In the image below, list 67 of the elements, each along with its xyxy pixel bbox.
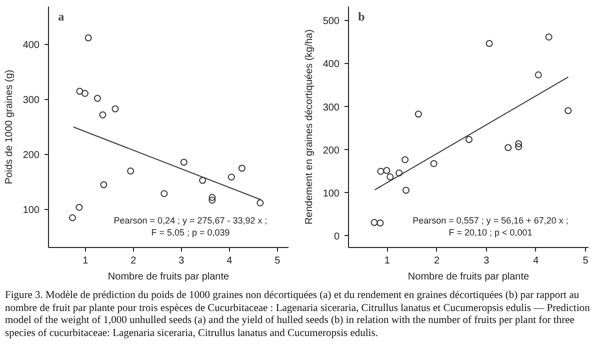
point [208, 196, 216, 204]
point [515, 140, 522, 148]
annotation: F = 20,10 ; p < 0,001 [448, 228, 532, 238]
point [199, 176, 206, 184]
x-tick-label: 3 [178, 256, 185, 266]
point [76, 204, 83, 211]
point [94, 94, 101, 102]
point [76, 88, 84, 95]
x-tick-label: 3 [484, 256, 490, 266]
point [414, 110, 422, 118]
point [430, 160, 438, 168]
annotation: F = 5,05 ; p = 0,039 [151, 228, 230, 238]
y-tick-label: 300 [22, 94, 40, 106]
point [208, 194, 216, 201]
y-axis-title: Poids de 1000 graines (g) [4, 70, 15, 184]
point [112, 105, 119, 112]
y-axis-title: Rendement en graines décortiquées (kg/ha) [304, 29, 315, 225]
point [396, 170, 403, 177]
chart-title: b [358, 9, 366, 24]
annotation: Pearson = 0,24 ; y = 275,67 - 33,92 x ; [114, 216, 268, 226]
point [465, 136, 472, 143]
y-tick-label: 500 [322, 16, 340, 28]
point [534, 71, 542, 78]
point [100, 181, 108, 188]
point [238, 164, 246, 172]
x-tick-label: 4 [226, 256, 233, 266]
point [370, 219, 378, 226]
y-tick-label: 100 [322, 188, 340, 200]
y-tick-label: 300 [322, 102, 340, 114]
point [127, 168, 134, 175]
point [402, 156, 409, 164]
point [81, 90, 88, 97]
x-tick-label: 2 [130, 256, 137, 266]
y-tick-label: 100 [22, 205, 40, 216]
point [84, 34, 92, 42]
y-tick-label: 0 [334, 231, 340, 242]
x-tick-label: 4 [533, 256, 540, 266]
x-tick-label: 5 [274, 256, 281, 266]
point [564, 107, 572, 114]
point [383, 166, 390, 174]
x-axis-title: Nombre de fruits par plante [408, 272, 530, 282]
x-tick-label: 5 [582, 256, 589, 266]
x-tick-label: 1 [384, 256, 390, 266]
annotation: Pearson = 0,557 ; y = 56,16 + 67,20 x ; [412, 216, 568, 226]
y-tick-label: 400 [322, 59, 340, 70]
point [515, 143, 522, 150]
point [228, 174, 235, 181]
point [486, 40, 493, 48]
caption: Figure 3. Modèle de prédiction du poids de 1000 graines non décortiquées (a) et du rendement en graines décortiquées (b) par rapport au nombre de fruit par plante pour trois espèces de Cucurbitaceae : Lagenaria siceraria, Citrullus lanatus et Cucumeropsis edulis — Prediction model of the weight of 1,000 unhulled seeds (a) and the yield of hulled seeds (b) in relation with the number of fruits per plant for three species of cucurbitaceae: Lagenaria siceraria, Citrullus lanatus and Cucumeropsis edulis. [5, 290, 591, 340]
x-tick-label: 2 [434, 256, 440, 266]
point [386, 173, 394, 180]
y-tick-label: 200 [322, 145, 340, 156]
point [402, 186, 410, 194]
point [180, 158, 188, 166]
point [69, 214, 76, 222]
y-tick-label: 400 [22, 40, 40, 51]
point [160, 190, 168, 198]
point [545, 34, 552, 41]
point [377, 168, 384, 175]
chart-title: a [58, 9, 64, 24]
point [376, 219, 384, 226]
x-tick-label: 1 [82, 256, 89, 266]
point [256, 199, 264, 206]
y-tick-label: 200 [22, 150, 40, 162]
point [99, 111, 106, 118]
x-axis-title: Nombre de fruits par plante [108, 272, 230, 282]
point [504, 144, 512, 152]
